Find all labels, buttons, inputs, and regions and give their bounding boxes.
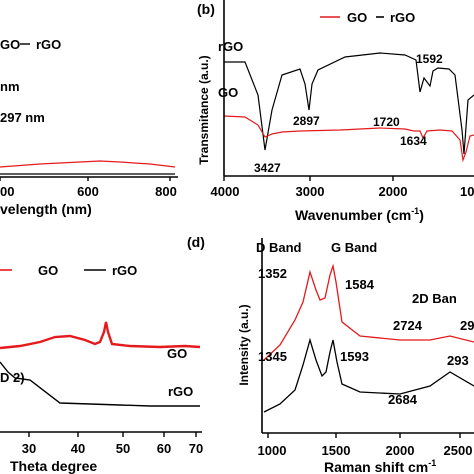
- panel-a-x-tick-label: 00: [0, 184, 14, 199]
- panel-c-x-tick-label: 50: [116, 441, 130, 456]
- panel-b-peak-3427: 3427: [254, 161, 281, 175]
- panel-a-go-curve: [0, 160, 176, 168]
- panel-a-x-tick-label: 600: [77, 184, 99, 199]
- panel-d-x-tick-label: 1000: [258, 443, 287, 458]
- panel-d-rgo-curve: [263, 337, 474, 413]
- panel-d-x-axis-title: Raman shift cm-1: [324, 458, 436, 474]
- panel-d-x-tick-label: 2500: [444, 443, 473, 458]
- panel-d-x-tick-label: 1500: [322, 443, 351, 458]
- panel-a-legend-go: GO: [0, 37, 20, 52]
- panel-a: GO rGO nm 297 nm 00 600 800 velength (nm…: [0, 37, 178, 217]
- panel-a-annotation-297: 297 nm: [0, 110, 45, 125]
- panel-d-go-curve: [263, 263, 474, 361]
- panel-c-go-curve: [0, 321, 201, 350]
- panel-d-peak-2684: 2684: [388, 392, 418, 407]
- panel-c-x-tick-label: 70: [189, 441, 203, 456]
- panel-c-x-tick-label: 30: [22, 441, 36, 456]
- panel-a-legend-rgo: rGO: [36, 37, 61, 52]
- panel-b: (b) GO rGO Transmitance (a.u.) rGO GO 34…: [197, 0, 474, 223]
- panel-d-band-d: D Band: [256, 240, 302, 255]
- panel-c-legend-rgo: rGO: [112, 263, 137, 278]
- panel-d-band-g: G Band: [331, 240, 377, 255]
- panel-a-annotation-nm: nm: [0, 79, 20, 94]
- panel-b-legend-rgo: rGO: [390, 10, 415, 25]
- panel-b-x-tick-label: 10: [460, 184, 474, 199]
- panel-c-x-axis-title: Theta degree: [10, 458, 97, 474]
- panel-b-go-curve: [223, 115, 474, 163]
- panel-c: GO rGO GO rGO D 2) 30 40 50 60 70 Theta …: [0, 263, 203, 474]
- panel-b-x-tick-label: 4000: [211, 184, 240, 199]
- panel-c-rgo-curve: [0, 361, 200, 407]
- panel-d-peak-1584: 1584: [345, 277, 375, 292]
- panel-b-x-axis-title: Wavenumber (cm-1): [295, 206, 424, 223]
- panel-c-annotation: D 2): [0, 370, 25, 385]
- panel-b-x-tick-label: 3000: [296, 184, 325, 199]
- panel-b-curve-label-rgo: rGO: [218, 39, 243, 54]
- panel-c-x-tick-label: 60: [157, 441, 171, 456]
- panel-d-peak-1352: 1352: [258, 266, 287, 281]
- panel-d-peak-1593: 1593: [340, 349, 369, 364]
- panel-b-tag: (b): [197, 1, 215, 17]
- panel-d-peak-29: 29: [460, 318, 474, 333]
- panel-b-x-tick-label: 2000: [379, 184, 408, 199]
- panel-b-peak-1720: 1720: [373, 115, 400, 129]
- panel-c-x-tick-label: 40: [71, 441, 85, 456]
- panel-b-peak-1634: 1634: [400, 134, 427, 148]
- panel-b-legend-go: GO: [347, 10, 367, 25]
- panel-b-rgo-curve: [224, 52, 474, 155]
- panel-d-x-tick-label: 2000: [386, 443, 415, 458]
- panel-a-x-axis-title: velength (nm): [0, 201, 92, 217]
- panel-b-peak-2897: 2897: [293, 114, 320, 128]
- panel-d-peak-2724: 2724: [393, 318, 423, 333]
- panel-d-peak-293: 293: [447, 353, 469, 368]
- panel-b-curve-label-go: GO: [218, 85, 238, 100]
- panel-b-y-axis-title: Transmitance (a.u.): [197, 55, 211, 164]
- panel-d: (d) Intensity (a.u.) D Band G Band 2D Ba…: [187, 234, 474, 474]
- panel-c-curve-label-rgo: rGO: [168, 384, 193, 399]
- panel-b-peak-1592: 1592: [416, 52, 443, 66]
- panel-d-y-axis-title: Intensity (a.u.): [237, 304, 251, 385]
- panel-a-x-tick-label: 800: [155, 184, 177, 199]
- panel-c-legend-go: GO: [38, 263, 58, 278]
- panel-d-tag: (d): [187, 234, 205, 250]
- panel-d-peak-1345: 1345: [258, 349, 287, 364]
- panel-d-band-2d: 2D Ban: [412, 291, 457, 306]
- panel-c-curve-label-go: GO: [167, 346, 187, 361]
